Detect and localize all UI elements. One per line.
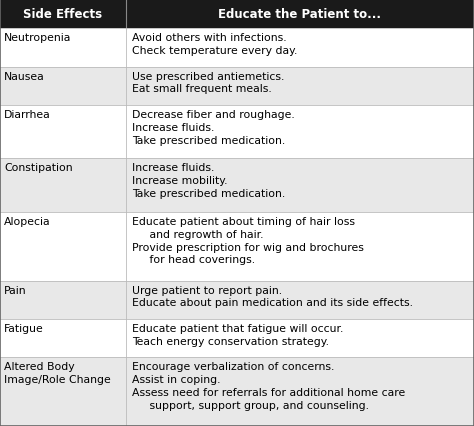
Text: Alopecia: Alopecia [4,216,51,226]
Bar [0,0,474,29]
Text: Neutropenia: Neutropenia [4,33,72,43]
Text: Avoid others with infections.
Check temperature every day.: Avoid others with infections. Check temp… [132,33,297,56]
Text: Altered Body
Image/Role Change: Altered Body Image/Role Change [4,361,111,384]
Bar [0,281,474,319]
Bar [0,106,474,159]
Bar [0,159,474,213]
Text: Urge patient to report pain.
Educate about pain medication and its side effects.: Urge patient to report pain. Educate abo… [132,285,412,308]
Text: Educate patient that fatigue will occur.
Teach energy conservation strategy.: Educate patient that fatigue will occur.… [132,323,343,346]
Text: Educate patient about timing of hair loss
     and regrowth of hair.
Provide pre: Educate patient about timing of hair los… [132,216,364,265]
Text: Pain: Pain [4,285,27,295]
Bar [0,357,474,426]
Text: Nausea: Nausea [4,72,45,81]
Text: Use prescribed antiemetics.
Eat small frequent meals.: Use prescribed antiemetics. Eat small fr… [132,72,284,94]
Text: Diarrhea: Diarrhea [4,109,51,120]
Bar [0,319,474,357]
Text: Increase fluids.
Increase mobility.
Take prescribed medication.: Increase fluids. Increase mobility. Take… [132,163,285,199]
Text: Educate the Patient to...: Educate the Patient to... [219,8,381,21]
Bar [0,29,474,67]
Text: Constipation: Constipation [4,163,73,173]
Bar [0,213,474,281]
Text: Fatigue: Fatigue [4,323,44,333]
Text: Encourage verbalization of concerns.
Assist in coping.
Assess need for referrals: Encourage verbalization of concerns. Ass… [132,361,405,410]
Text: Decrease fiber and roughage.
Increase fluids.
Take prescribed medication.: Decrease fiber and roughage. Increase fl… [132,109,294,145]
Text: Side Effects: Side Effects [23,8,102,21]
Bar [0,67,474,106]
